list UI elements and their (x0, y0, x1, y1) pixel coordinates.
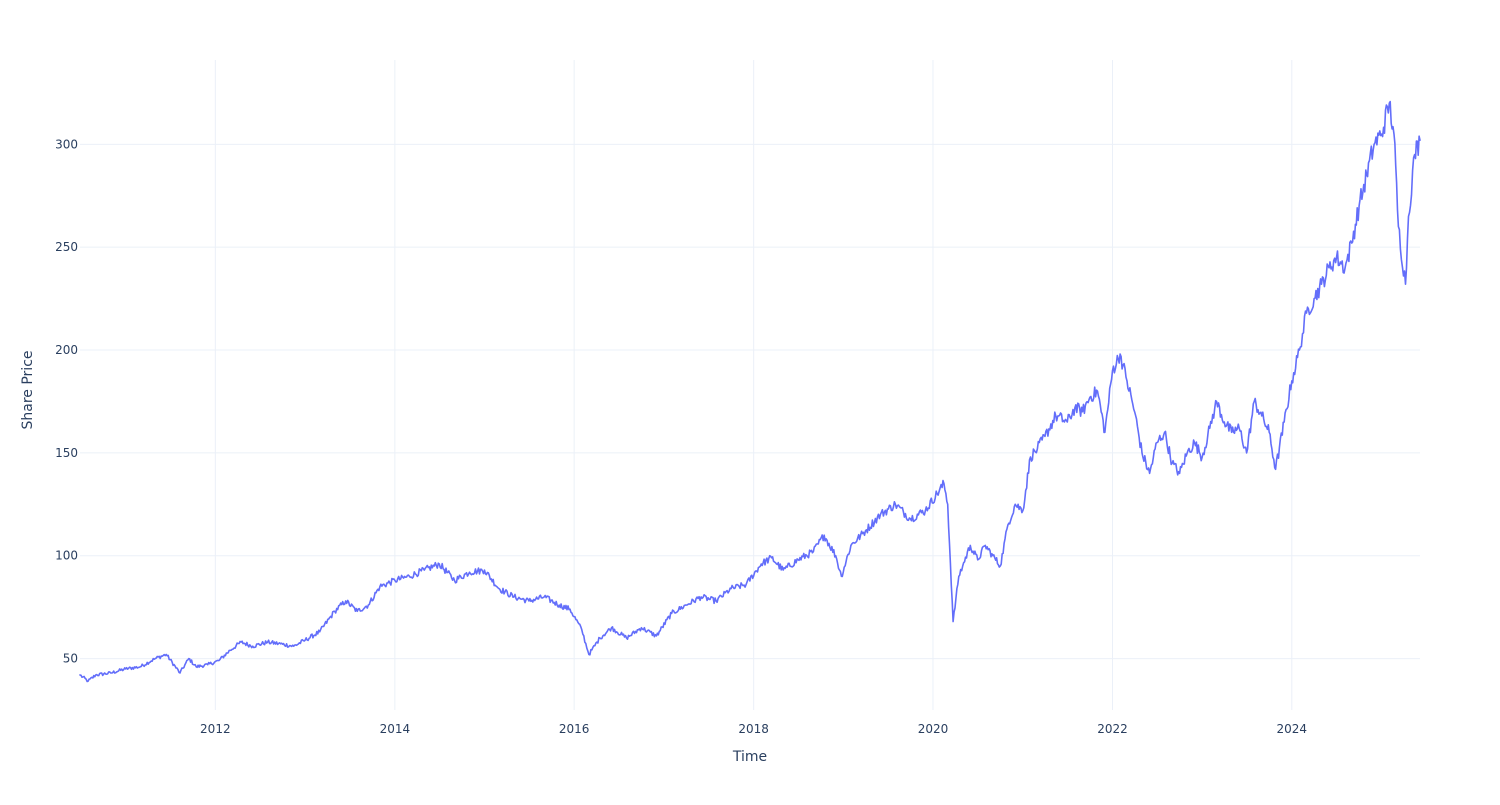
x-tick-label: 2020 (918, 722, 949, 736)
x-tick-label: 2014 (380, 722, 411, 736)
y-tick-label: 50 (63, 652, 78, 666)
x-tick-label: 2012 (200, 722, 231, 736)
y-axis-title: Share Price (20, 350, 36, 429)
x-tick-label: 2024 (1277, 722, 1308, 736)
y-tick-label: 200 (55, 343, 78, 357)
x-tick-label: 2022 (1097, 722, 1128, 736)
series-layer (79, 100, 1421, 683)
price-series-line (79, 100, 1421, 683)
y-tick-label: 100 (55, 549, 78, 563)
x-axis-title: Time (732, 749, 767, 765)
y-tick-label: 150 (55, 446, 78, 460)
x-tick-label: 2016 (559, 722, 590, 736)
y-tick-label: 250 (55, 240, 78, 254)
y-tick-label: 300 (55, 137, 78, 151)
tick-layer: 2012 2014 2016 2018 2020 2022 2024 50 100 150 200 2… (55, 137, 1307, 736)
grid-layer (80, 60, 1420, 710)
x-tick-label: 2018 (738, 722, 769, 736)
